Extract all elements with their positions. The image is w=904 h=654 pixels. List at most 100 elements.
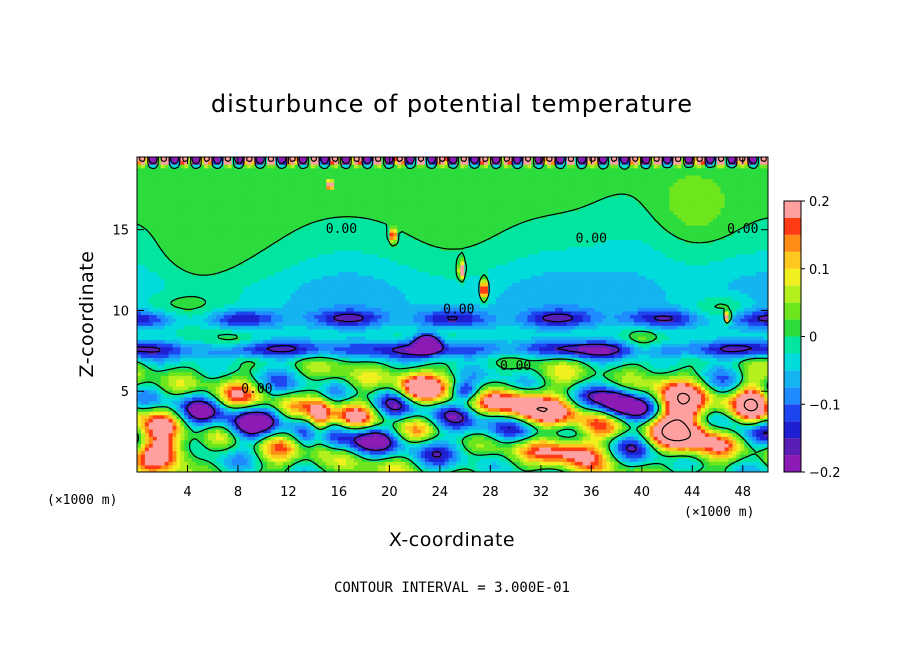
field-cell xyxy=(302,210,308,215)
field-cell xyxy=(330,436,335,441)
field-cell xyxy=(263,203,268,208)
field-cell xyxy=(140,335,146,341)
field-cell xyxy=(310,296,316,301)
field-cell xyxy=(160,278,166,283)
field-cell xyxy=(243,307,249,312)
field-cell xyxy=(148,199,154,205)
field-cell xyxy=(349,239,355,244)
field-cell xyxy=(294,271,300,276)
field-cell xyxy=(160,361,166,366)
field-cell xyxy=(235,214,241,219)
field-cell xyxy=(156,232,162,237)
field-cell xyxy=(290,285,296,291)
field-cell xyxy=(196,171,201,176)
field-cell xyxy=(231,174,237,180)
field-cell xyxy=(215,318,221,323)
field-cell xyxy=(172,225,178,230)
field-cell xyxy=(188,443,193,448)
field-cell xyxy=(353,335,359,341)
field-cell xyxy=(342,275,347,280)
field-cell xyxy=(282,192,288,197)
field-cell xyxy=(215,278,221,283)
field-cell xyxy=(180,250,185,255)
field-cell xyxy=(192,425,197,430)
field-cell xyxy=(349,364,355,369)
field-cell xyxy=(353,207,359,212)
field-cell xyxy=(168,232,174,237)
field-cell xyxy=(164,421,170,427)
field-cell xyxy=(215,443,221,448)
field-cell xyxy=(263,174,268,180)
field-cell xyxy=(200,446,205,452)
field-cell xyxy=(148,411,154,416)
field-cell xyxy=(282,185,288,190)
field-cell xyxy=(172,285,178,291)
field-cell xyxy=(219,325,225,330)
field-cell xyxy=(219,307,225,312)
field-cell xyxy=(310,393,316,398)
field-cell xyxy=(144,339,150,344)
field-cell xyxy=(278,235,284,240)
field-cell xyxy=(346,282,351,287)
field-cell xyxy=(200,371,205,376)
field-cell xyxy=(298,246,304,251)
field-cell xyxy=(239,343,245,348)
field-cell xyxy=(247,235,252,240)
field-cell xyxy=(176,450,181,455)
field-cell xyxy=(160,457,166,462)
field-cell xyxy=(267,361,272,366)
field-cell xyxy=(152,321,158,326)
field-cell xyxy=(192,318,197,323)
field-cell xyxy=(357,396,363,402)
field-cell xyxy=(160,350,166,355)
field-cell xyxy=(152,461,158,466)
field-cell xyxy=(342,239,347,244)
field-cell xyxy=(294,167,300,172)
field-cell xyxy=(353,267,359,273)
field-cell xyxy=(172,361,178,366)
field-cell xyxy=(200,332,205,337)
field-cell xyxy=(255,389,260,394)
field-cell xyxy=(310,325,316,330)
field-cell xyxy=(215,303,221,308)
field-cell xyxy=(302,178,308,183)
field-cell xyxy=(314,253,320,258)
field-cell xyxy=(152,275,158,280)
field-cell xyxy=(215,468,221,472)
field-cell xyxy=(176,396,181,402)
field-cell xyxy=(207,396,213,402)
field-cell xyxy=(271,260,276,265)
field-cell xyxy=(231,454,237,459)
field-cell xyxy=(176,307,181,312)
field-cell xyxy=(227,192,233,197)
field-cell xyxy=(168,407,174,412)
field-cell xyxy=(322,285,327,291)
field-cell xyxy=(172,446,178,452)
field-cell xyxy=(357,407,363,412)
field-cell xyxy=(148,257,154,262)
field-cell xyxy=(196,264,201,269)
field-cell xyxy=(322,357,327,362)
field-cell xyxy=(160,318,166,323)
field-cell xyxy=(207,271,213,276)
field-cell xyxy=(239,375,245,380)
field-cell xyxy=(168,450,174,455)
field-cell xyxy=(227,457,233,462)
field-cell xyxy=(176,454,181,459)
field-cell xyxy=(349,464,355,470)
field-cell xyxy=(227,228,233,233)
field-cell xyxy=(259,225,264,230)
field-cell xyxy=(275,232,280,237)
field-cell xyxy=(278,432,284,437)
field-cell xyxy=(192,192,197,197)
field-cell xyxy=(306,389,312,394)
field-cell xyxy=(255,214,260,219)
field-cell xyxy=(156,425,162,430)
field-cell xyxy=(156,282,162,287)
field-cell xyxy=(298,157,304,162)
field-cell xyxy=(290,461,296,466)
field-cell xyxy=(294,411,300,416)
field-cell xyxy=(196,450,201,455)
field-cell xyxy=(192,246,197,251)
field-cell xyxy=(346,403,351,409)
